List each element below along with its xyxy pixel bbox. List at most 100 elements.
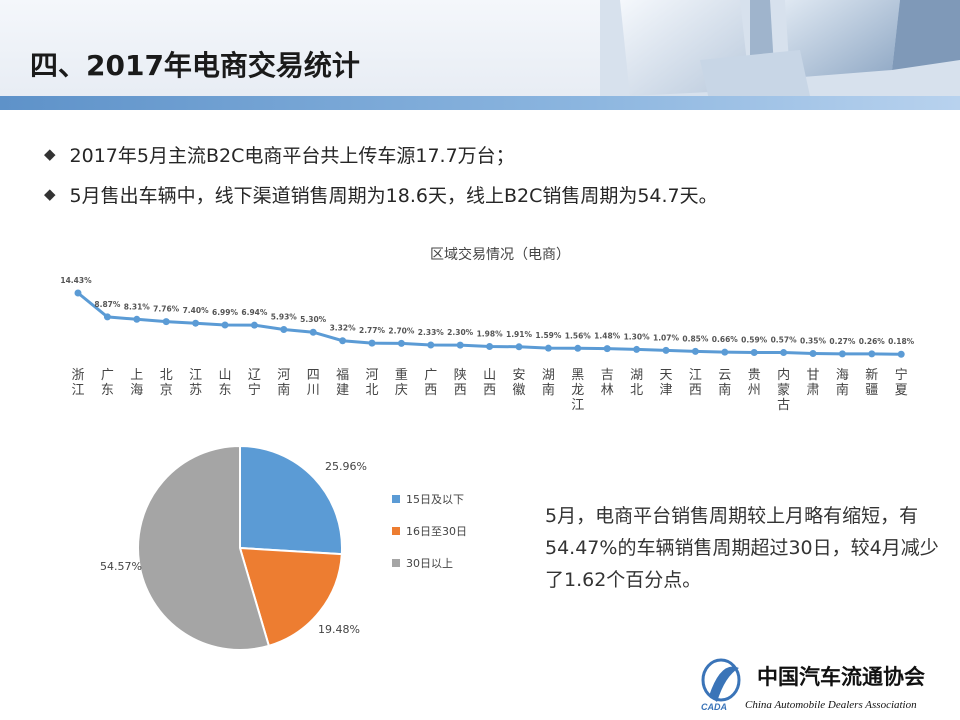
category-label-福建: 福建 (336, 368, 349, 398)
category-label-湖北: 湖北 (630, 368, 643, 398)
data-label-天津: 1.07% (653, 333, 680, 342)
data-label-重庆: 2.70% (388, 326, 415, 335)
bullet-item: ◆ 2017年5月主流B2C电商平台共上传车源17.7万台； (44, 134, 924, 174)
chart-title: 区域交易情况（电商） (430, 246, 570, 263)
data-label-新疆: 0.26% (859, 337, 886, 346)
data-label-山西: 1.98% (477, 329, 504, 338)
data-point-广东 (103, 313, 111, 321)
category-label-江西: 江西 (689, 368, 702, 398)
legend-label-15日及以下: 15日及以下 (406, 493, 464, 506)
category-label-上海: 上海 (130, 368, 143, 398)
data-point-内蒙古 (780, 349, 788, 357)
data-point-广西 (427, 341, 435, 349)
data-label-辽宁: 6.94% (241, 308, 268, 317)
data-label-福建: 3.32% (330, 324, 357, 333)
bullet-text: 5月售出车辆中，线下渠道销售周期为18.6天，线上B2C销售周期为54.7天。 (69, 184, 718, 207)
category-label-辽宁: 辽宁 (248, 368, 261, 398)
category-label-云南: 云南 (718, 368, 731, 398)
data-point-陕西 (456, 341, 464, 349)
category-label-内蒙古: 内蒙古 (777, 367, 790, 413)
data-label-江西: 0.85% (682, 334, 709, 343)
data-point-北京 (162, 318, 170, 326)
logo-cn-name: 中国汽车流通协会 (757, 665, 925, 689)
category-label-天津: 天津 (659, 368, 672, 398)
header: 四、2017年电商交易统计 (0, 0, 960, 110)
bullet-item: ◆ 5月售出车辆中，线下渠道销售周期为18.6天，线上B2C销售周期为54.7天… (44, 174, 924, 214)
data-label-安徽: 1.91% (506, 330, 533, 339)
data-label-湖北: 1.30% (624, 332, 651, 341)
category-label-陕西: 陕西 (454, 368, 467, 398)
category-label-浙江: 浙江 (71, 368, 84, 398)
data-point-天津 (662, 346, 670, 354)
data-point-福建 (339, 337, 347, 345)
data-point-上海 (133, 315, 141, 323)
data-point-山东 (221, 321, 229, 329)
data-label-广西: 2.33% (418, 328, 445, 337)
data-label-广东: 8.87% (94, 300, 121, 309)
pie-data-label-15日及以下: 25.96% (325, 460, 367, 473)
data-label-浙江: 14.43% (60, 276, 92, 285)
bullet-text: 2017年5月主流B2C电商平台共上传车源17.7万台； (69, 144, 515, 167)
pie-slice-30日以上 (137, 444, 271, 651)
pie-note: 5月，电商平台销售周期较上月略有缩短，有54.47%的车辆销售周期超过30日，较… (545, 505, 939, 591)
decorative-cubes-image (600, 0, 960, 110)
pie-data-label-30日以上: 54.57% (100, 560, 142, 573)
legend-swatch-16日至30日 (392, 527, 400, 535)
category-label-贵州: 贵州 (748, 368, 761, 398)
data-label-内蒙古: 0.57% (771, 336, 798, 345)
category-label-湖南: 湖南 (542, 368, 555, 398)
category-label-宁夏: 宁夏 (895, 367, 908, 398)
regional-line-chart: 区域交易情况（电商） 14.43% 浙江 8.87% 广东 8.31% 上海 7.76% 北京 7… (60, 246, 915, 413)
category-label-广东: 广东 (101, 368, 114, 398)
header-bar (0, 96, 960, 110)
pie-slice-15日及以下 (239, 444, 343, 556)
data-label-贵州: 0.59% (741, 335, 768, 344)
data-label-四川: 5.30% (300, 315, 327, 324)
data-label-山东: 6.99% (212, 308, 239, 317)
data-point-湖南 (544, 344, 552, 352)
data-point-吉林 (603, 345, 611, 353)
category-label-广西: 广西 (424, 368, 437, 398)
category-label-河北: 河北 (365, 368, 378, 398)
category-label-海南: 海南 (836, 368, 849, 398)
data-label-河北: 2.77% (359, 326, 386, 335)
data-point-海南 (838, 350, 846, 358)
data-label-云南: 0.66% (712, 335, 739, 344)
legend-label-30日以上: 30日以上 (406, 557, 453, 570)
data-point-重庆 (397, 339, 405, 347)
data-point-宁夏 (897, 350, 905, 358)
data-label-陕西: 2.30% (447, 328, 474, 337)
category-label-山西: 山西 (483, 368, 496, 398)
data-label-江苏: 7.40% (183, 306, 210, 315)
data-point-安徽 (515, 343, 523, 351)
category-label-河南: 河南 (277, 368, 290, 398)
diamond-bullet-icon: ◆ (44, 145, 56, 163)
data-point-浙江 (74, 289, 82, 297)
data-point-甘肃 (809, 349, 817, 357)
logo-en-name: China Automobile Dealers Association (745, 699, 917, 711)
data-point-云南 (721, 348, 729, 356)
category-label-重庆: 重庆 (395, 367, 408, 398)
data-label-黑龙江: 1.56% (565, 331, 592, 340)
page-title: 四、2017年电商交易统计 (30, 49, 360, 82)
data-point-江苏 (192, 319, 200, 327)
category-label-山东: 山东 (218, 368, 231, 398)
pie-data-label-16日至30日: 19.48% (318, 623, 360, 636)
data-point-黑龙江 (574, 344, 582, 352)
data-point-山西 (486, 342, 494, 350)
data-label-海南: 0.27% (829, 337, 856, 346)
data-label-宁夏: 0.18% (888, 337, 915, 346)
sales-cycle-pie-chart: 25.96% 19.48% 54.57% 15日及以下 16日至30日 30日以上 (100, 444, 467, 651)
category-label-江苏: 江苏 (189, 368, 202, 398)
data-point-四川 (309, 328, 317, 336)
legend-swatch-15日及以下 (392, 495, 400, 503)
bullet-list: ◆ 2017年5月主流B2C电商平台共上传车源17.7万台； ◆ 5月售出车辆中… (44, 134, 924, 214)
category-label-黑龙江: 黑龙江 (571, 368, 584, 413)
logo-abbr: CADA (701, 702, 727, 712)
category-label-甘肃: 甘肃 (806, 368, 819, 398)
data-label-甘肃: 0.35% (800, 336, 827, 345)
data-label-湖南: 1.59% (535, 331, 562, 340)
data-point-贵州 (750, 348, 758, 356)
legend-label-16日至30日: 16日至30日 (406, 525, 467, 538)
data-point-新疆 (868, 350, 876, 358)
